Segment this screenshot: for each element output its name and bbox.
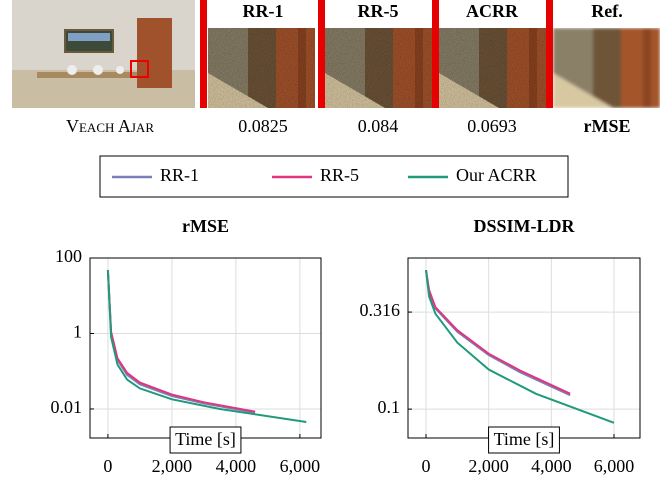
crop-image xyxy=(553,28,660,108)
plot-frame xyxy=(407,257,641,439)
x-axis-label: Time [s] xyxy=(175,429,236,449)
x-tick-label: 4,000 xyxy=(531,456,572,476)
y-tick-label: 0.1 xyxy=(378,397,401,417)
legend-label: RR-5 xyxy=(320,165,359,185)
red-bars xyxy=(200,0,553,108)
legend: RR-1 RR-5 Our ACRR xyxy=(112,165,537,185)
scene-thumbnail xyxy=(12,0,195,108)
y-tick-label: 1 xyxy=(73,322,82,342)
crop-image xyxy=(208,28,315,108)
y-tick-label: 0.01 xyxy=(51,397,83,417)
column-header: Ref. xyxy=(591,1,622,21)
metric-value: 0.0825 xyxy=(238,116,288,136)
column-header: RR-1 xyxy=(243,1,284,21)
chart-title: rMSE xyxy=(182,216,229,236)
series-line xyxy=(425,269,571,397)
series-line xyxy=(425,269,615,424)
x-tick-label: 6,000 xyxy=(280,456,321,476)
plot-frame xyxy=(89,257,322,439)
chart-title: DSSIM-LDR xyxy=(473,216,575,236)
series-line xyxy=(106,269,256,413)
legend-label: RR-1 xyxy=(160,165,199,185)
x-tick-label: 0 xyxy=(103,456,112,476)
column-header: ACRR xyxy=(466,1,519,21)
series-line xyxy=(106,269,307,423)
x-axis-label-box xyxy=(488,426,560,454)
column-header: RR-5 xyxy=(358,1,399,21)
scene-label: Veach Ajar xyxy=(66,116,154,136)
x-tick-label: 2,000 xyxy=(152,456,193,476)
x-tick-label: 4,000 xyxy=(216,456,257,476)
y-tick-label: 0.316 xyxy=(360,300,401,320)
x-tick-label: 2,000 xyxy=(468,456,509,476)
metric-value: 0.0693 xyxy=(467,116,517,136)
metric-label: rMSE xyxy=(584,116,631,136)
x-axis-label: Time [s] xyxy=(494,429,555,449)
x-tick-label: 6,000 xyxy=(594,456,635,476)
y-tick-label: 100 xyxy=(55,246,82,266)
series-line xyxy=(106,269,256,414)
legend-box xyxy=(99,155,569,198)
crop-image xyxy=(325,28,432,108)
legend-label: Our ACRR xyxy=(456,165,537,185)
crop-image xyxy=(439,28,546,108)
metric-value: 0.084 xyxy=(358,116,399,136)
x-axis-label-box xyxy=(169,426,242,454)
x-tick-label: 0 xyxy=(422,456,431,476)
